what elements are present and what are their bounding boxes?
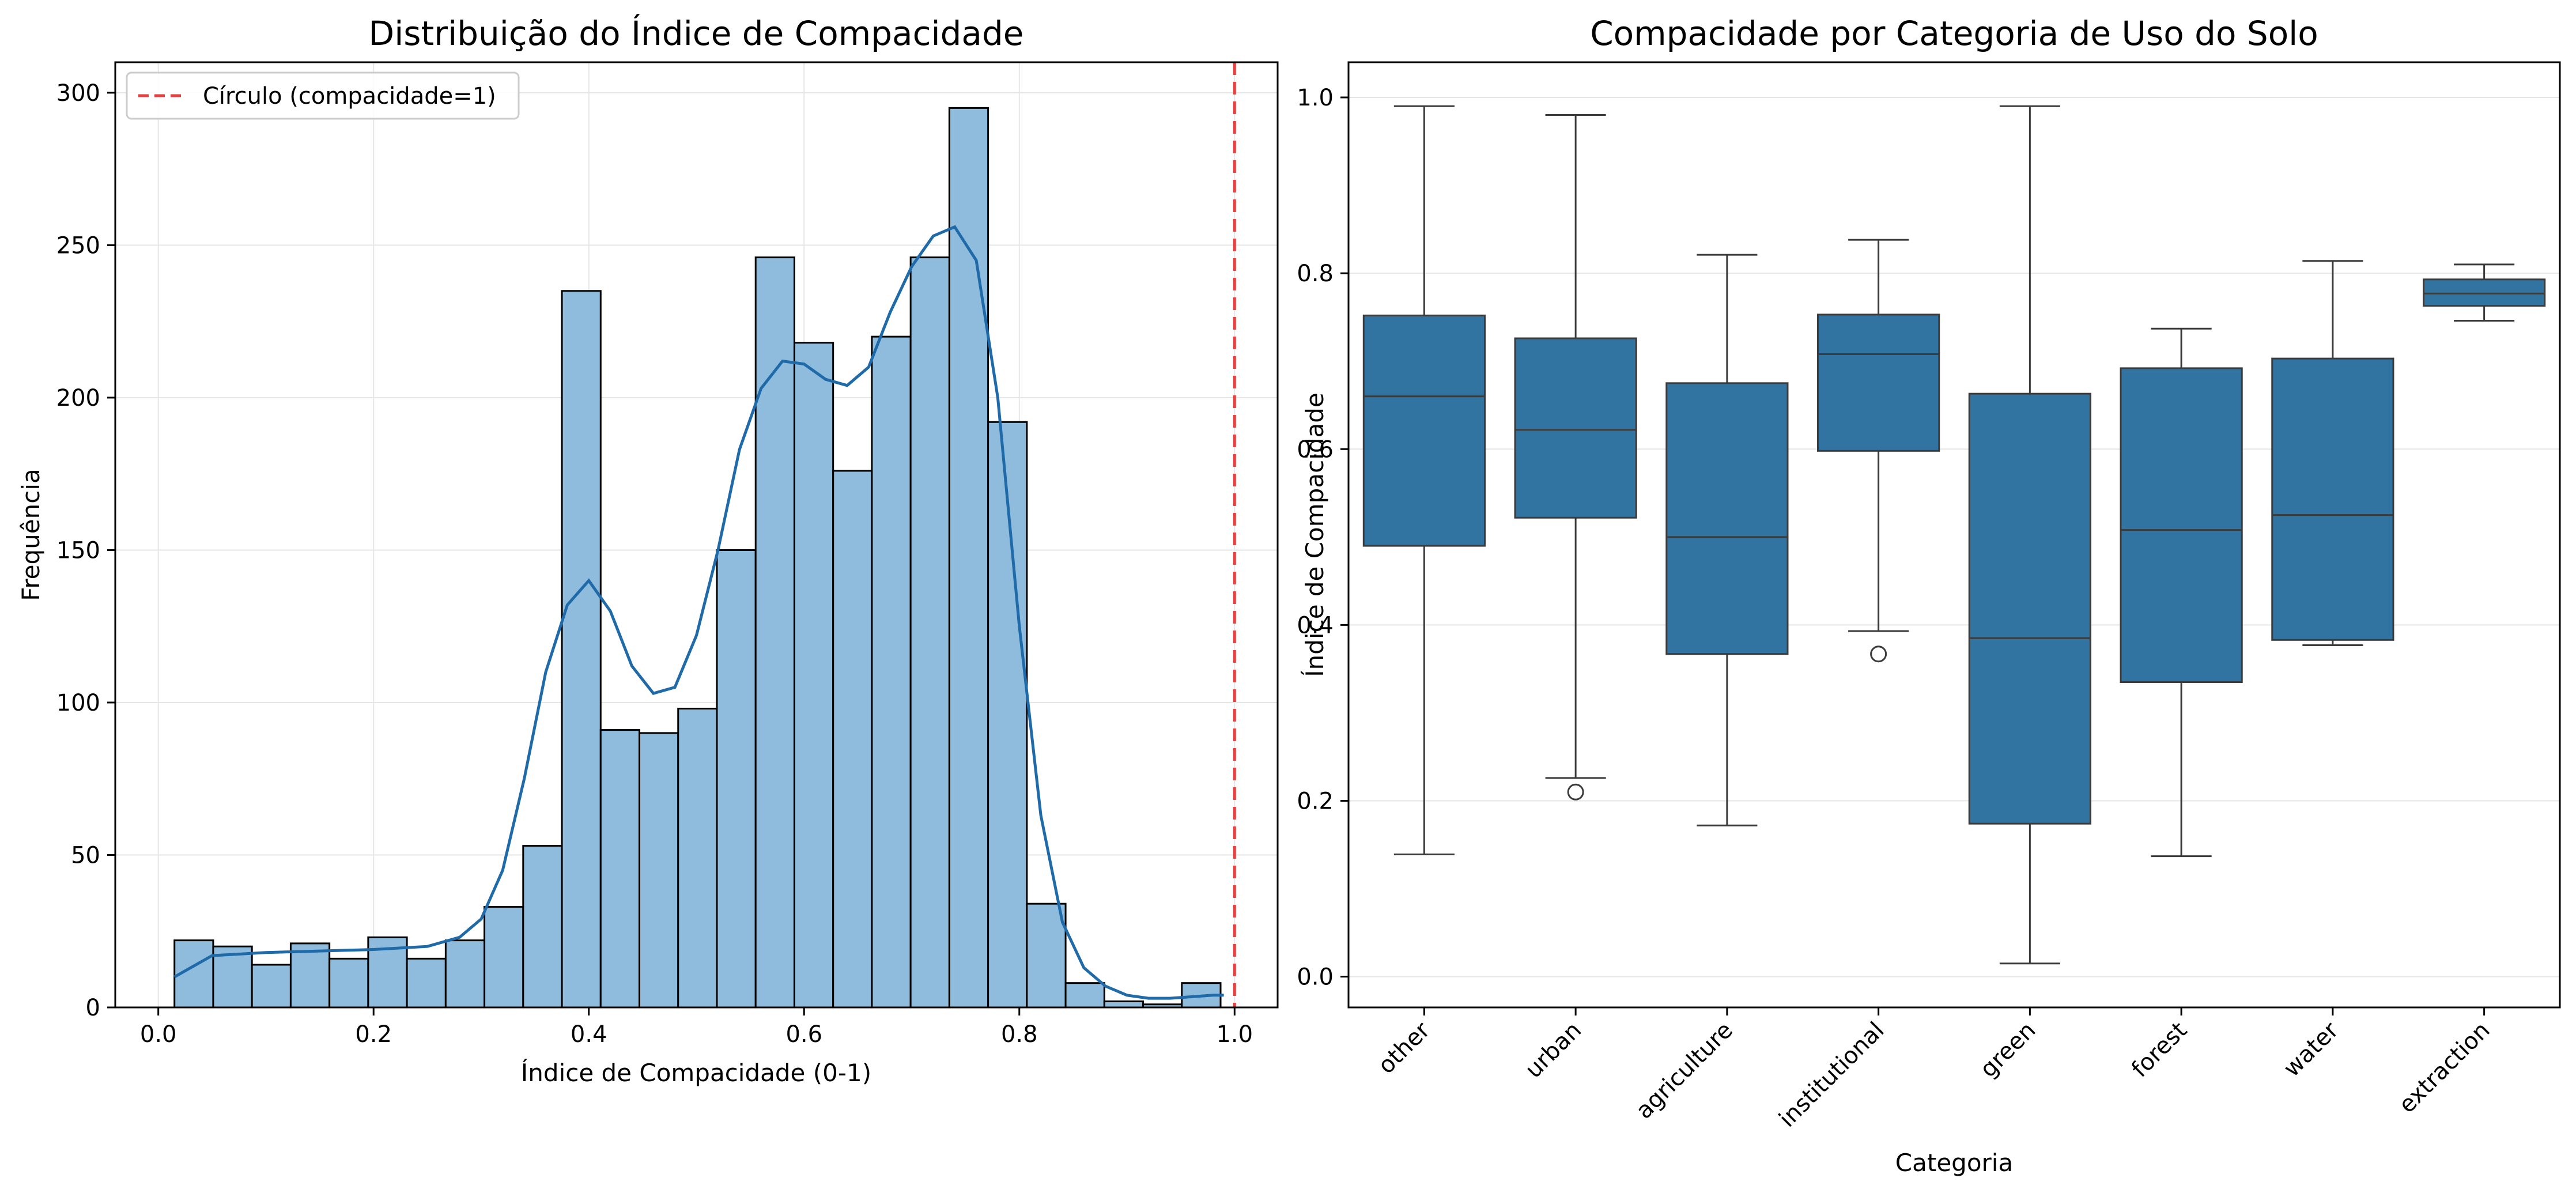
histogram-bar — [754, 256, 795, 1009]
histogram-bar — [793, 342, 834, 1009]
y-tick-label: 0.8 — [1297, 261, 1334, 287]
boxplot-title: Compacidade por Categoria de Uso do Solo — [1590, 14, 2318, 53]
histogram-bar — [1103, 1000, 1145, 1009]
boxplot-frame — [1347, 61, 2561, 1009]
y-tick-label: 0.2 — [1297, 788, 1334, 814]
iqr-box — [2423, 278, 2546, 307]
iqr-box — [2271, 357, 2394, 641]
box-agriculture — [1665, 254, 1789, 826]
x-tick-label: 0.0 — [140, 1021, 177, 1048]
y-tick-label: 0.0 — [1297, 964, 1334, 991]
box-urban — [1514, 114, 1637, 801]
histogram-y-ticks: 0 50 100 150 200 250 300 — [56, 80, 115, 1021]
y-tick-label: 0 — [86, 995, 100, 1021]
histogram-bar — [328, 957, 369, 1009]
histogram-bar — [987, 421, 1028, 1009]
box-extraction — [2423, 263, 2546, 322]
legend-label: Círculo (compacidade=1) — [203, 83, 496, 110]
iqr-box — [1817, 314, 1940, 452]
x-tick-label: 0.8 — [1001, 1021, 1038, 1048]
y-tick-label: 150 — [56, 537, 100, 564]
box-water — [2271, 260, 2394, 646]
histogram-bar — [444, 939, 486, 1009]
histogram-bar — [948, 107, 989, 1009]
outlier-point — [1567, 783, 1584, 801]
histogram-bar — [639, 732, 679, 1009]
iqr-box — [2120, 367, 2243, 684]
y-tick-label: 50 — [71, 842, 100, 869]
histogram-bar — [251, 964, 292, 1009]
histogram-bar — [484, 905, 524, 1009]
x-tick-label: 0.2 — [355, 1021, 392, 1048]
histogram-y-label: Frequência — [17, 469, 45, 601]
iqr-box — [1362, 314, 1486, 547]
histogram-legend: Círculo (compacidade=1) — [126, 71, 520, 120]
histogram-bar — [1064, 982, 1105, 1009]
iqr-box — [1665, 382, 1789, 655]
y-tick-label: 200 — [56, 385, 100, 411]
histogram-bars — [173, 107, 1222, 1009]
boxplot-x-label: Categoria — [1895, 1149, 2013, 1177]
box-other — [1362, 105, 1486, 856]
box-green — [1968, 105, 2091, 965]
histogram-bar — [716, 549, 757, 1009]
histogram-bar — [522, 845, 563, 1009]
boxplot-y-ticks: 0.0 0.2 0.4 0.6 0.8 1.0 — [1297, 85, 1349, 991]
histogram-x-label: Índice de Compacidade (0-1) — [521, 1058, 871, 1087]
x-tick-label: 0.4 — [571, 1021, 607, 1048]
outlier-point — [1870, 645, 1887, 663]
boxplot-y-label: Índice de Compacidade — [1300, 392, 1329, 677]
histogram-bar — [677, 708, 718, 1009]
histogram-bar — [599, 729, 641, 1009]
histogram-bar — [561, 290, 602, 1009]
y-tick-label: 1.0 — [1297, 85, 1334, 111]
histogram-title: Distribuição do Índice de Compacidade — [369, 13, 1024, 53]
box-forest — [2120, 327, 2243, 858]
y-tick-label: 100 — [56, 690, 100, 716]
legend-box — [126, 71, 520, 120]
y-tick-label: 300 — [56, 80, 100, 107]
histogram-bar — [871, 335, 912, 1009]
histogram-bar — [1026, 903, 1067, 1009]
histogram-bar — [832, 470, 873, 1009]
boxplot-boxes — [1362, 105, 2546, 965]
histogram-frame — [114, 61, 1279, 1009]
y-tick-label: 0.4 — [1297, 612, 1334, 639]
box-institutional — [1817, 239, 1940, 663]
x-tick-label: 1.0 — [1216, 1021, 1253, 1048]
histogram-x-ticks: 0.0 0.2 0.4 0.6 0.8 1.0 — [140, 1007, 1253, 1048]
kde-curve — [173, 225, 1224, 1000]
iqr-box — [1968, 392, 2091, 825]
y-tick-label: 0.6 — [1297, 436, 1334, 463]
histogram-bar — [406, 957, 447, 1009]
iqr-box — [1514, 337, 1637, 519]
x-tick-label: 0.6 — [785, 1021, 822, 1048]
y-tick-label: 250 — [56, 232, 100, 259]
histogram-bar — [909, 256, 950, 1009]
histogram-panel: 0.0 0.2 0.4 0.6 0.8 1.0 0 50 100 150 200 250 300 Cí… — [17, 13, 1279, 1087]
